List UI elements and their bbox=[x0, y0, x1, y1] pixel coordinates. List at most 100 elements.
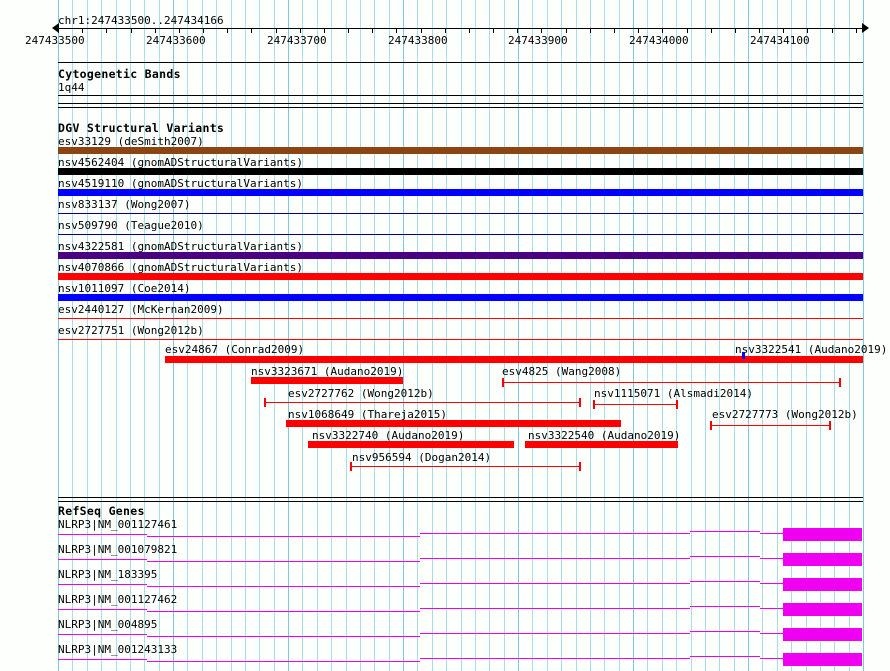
feature-label-variant[interactable]: nsv956594 (Dogan2014) bbox=[352, 451, 492, 464]
gene-intron-line[interactable] bbox=[420, 558, 690, 559]
feature-label-variant[interactable]: nsv4519110 (gnomADStructuralVariants) bbox=[58, 177, 304, 190]
feature-bar-variant[interactable] bbox=[58, 273, 863, 280]
gene-intron-line[interactable] bbox=[420, 533, 690, 534]
feature-bar-cytoband[interactable] bbox=[58, 95, 863, 96]
feature-label-variant[interactable]: nsv4070866 (gnomADStructuralVariants) bbox=[58, 261, 304, 274]
feature-label-variant[interactable]: nsv3323671 (Audano2019) bbox=[251, 365, 404, 378]
feature-label-variant[interactable]: esv2727751 (Wong2012b) bbox=[58, 324, 204, 337]
gene-exon-block[interactable] bbox=[782, 628, 863, 641]
ruler-tick bbox=[711, 28, 712, 33]
gene-intron-line[interactable] bbox=[420, 608, 690, 609]
gene-intron-line[interactable] bbox=[760, 533, 783, 534]
feature-line-variant[interactable] bbox=[58, 213, 863, 214]
feature-bar-variant[interactable] bbox=[285, 420, 622, 427]
feature-line-variant[interactable] bbox=[58, 339, 863, 340]
feature-label-gene[interactable]: NLRP3|NM_001243133 bbox=[58, 643, 178, 656]
gene-intron-line[interactable] bbox=[760, 658, 783, 659]
feature-bar-variant[interactable] bbox=[742, 352, 746, 359]
feature-bar-variant[interactable] bbox=[307, 441, 514, 448]
gene-intron-line[interactable] bbox=[690, 606, 760, 607]
gene-intron-line[interactable] bbox=[420, 583, 690, 584]
feature-span-variant[interactable] bbox=[264, 402, 582, 403]
feature-bar-variant[interactable] bbox=[524, 441, 678, 448]
gene-intron-line[interactable] bbox=[147, 661, 420, 662]
gene-intron-line[interactable] bbox=[420, 658, 690, 659]
feature-label-variant[interactable]: nsv3322540 (Audano2019) bbox=[528, 429, 681, 442]
gene-intron-line[interactable] bbox=[147, 561, 420, 562]
feature-label-variant[interactable]: nsv1068649 (Thareja2015) bbox=[288, 408, 447, 421]
gene-intron-line[interactable] bbox=[58, 534, 147, 535]
gene-intron-line[interactable] bbox=[147, 636, 420, 637]
feature-span-variant[interactable] bbox=[710, 425, 831, 426]
gene-exon-block[interactable] bbox=[782, 528, 863, 541]
ruler-tick bbox=[832, 28, 833, 33]
feature-bar-variant[interactable] bbox=[165, 356, 863, 363]
grid-line bbox=[331, 0, 332, 671]
feature-label-variant[interactable]: nsv3322740 (Audano2019) bbox=[312, 429, 465, 442]
feature-label-variant[interactable]: esv2727762 (Wong2012b) bbox=[288, 387, 434, 400]
feature-bar-variant[interactable] bbox=[58, 252, 863, 259]
feature-bar-variant[interactable] bbox=[58, 147, 863, 154]
gene-intron-line[interactable] bbox=[690, 631, 760, 632]
feature-label-gene[interactable]: NLRP3|NM_001127462 bbox=[58, 593, 178, 606]
grid-line bbox=[676, 0, 677, 671]
feature-line-variant[interactable] bbox=[58, 234, 863, 235]
feature-label-gene[interactable]: NLRP3|NM_001127461 bbox=[58, 518, 178, 531]
gene-intron-line[interactable] bbox=[58, 559, 147, 560]
ruler-tick bbox=[179, 28, 180, 33]
gene-intron-line[interactable] bbox=[58, 609, 147, 610]
gene-intron-line[interactable] bbox=[58, 584, 147, 585]
gene-intron-line[interactable] bbox=[760, 633, 783, 634]
ruler-tick bbox=[227, 28, 228, 33]
gene-intron-line[interactable] bbox=[420, 633, 690, 634]
gene-exon-block[interactable] bbox=[782, 578, 863, 591]
feature-label-variant[interactable]: esv2440127 (McKernan2009) bbox=[58, 303, 224, 316]
feature-span-start-cap bbox=[264, 398, 267, 407]
gene-intron-line[interactable] bbox=[690, 656, 760, 657]
grid-line bbox=[633, 0, 634, 671]
grid-line bbox=[619, 0, 620, 671]
gene-intron-line[interactable] bbox=[58, 634, 147, 635]
feature-bar-variant[interactable] bbox=[58, 189, 863, 196]
feature-line-variant[interactable] bbox=[58, 318, 863, 319]
gene-exon-block[interactable] bbox=[782, 653, 863, 666]
ruler-tick bbox=[541, 28, 542, 33]
gene-intron-line[interactable] bbox=[760, 583, 783, 584]
gene-intron-line[interactable] bbox=[690, 531, 760, 532]
gene-intron-line[interactable] bbox=[147, 536, 420, 537]
gene-intron-line[interactable] bbox=[58, 659, 147, 660]
feature-label-variant[interactable]: nsv1115071 (Alsmadi2014) bbox=[594, 387, 753, 400]
feature-label-variant[interactable]: esv24867 (Conrad2009) bbox=[165, 343, 305, 356]
feature-label-gene[interactable]: NLRP3|NM_004895 bbox=[58, 618, 158, 631]
feature-label-variant[interactable]: nsv833137 (Wong2007) bbox=[58, 198, 191, 211]
ruler-tick bbox=[783, 28, 784, 33]
gene-intron-line[interactable] bbox=[690, 581, 760, 582]
feature-label-variant[interactable]: nsv1011097 (Coe2014) bbox=[58, 282, 191, 295]
grid-line bbox=[748, 0, 749, 671]
feature-label-variant[interactable]: nsv4562404 (gnomADStructuralVariants) bbox=[58, 156, 304, 169]
ruler-right-arrow-icon bbox=[862, 23, 869, 33]
feature-label-variant[interactable]: nsv4322581 (gnomADStructuralVariants) bbox=[58, 240, 304, 253]
feature-label-gene[interactable]: NLRP3|NM_001079821 bbox=[58, 543, 178, 556]
feature-span-variant[interactable] bbox=[350, 466, 582, 467]
feature-span-variant[interactable] bbox=[502, 382, 842, 383]
feature-label-variant[interactable]: esv33129 (deSmith2007) bbox=[58, 135, 204, 148]
feature-label-variant[interactable]: esv2727773 (Wong2012b) bbox=[712, 408, 858, 421]
gene-intron-line[interactable] bbox=[760, 558, 783, 559]
gene-exon-block[interactable] bbox=[782, 553, 863, 566]
gene-intron-line[interactable] bbox=[690, 556, 760, 557]
gene-exon-block[interactable] bbox=[782, 603, 863, 616]
feature-label-gene[interactable]: NLRP3|NM_183395 bbox=[58, 568, 158, 581]
feature-label-cytoband[interactable]: 1q44 bbox=[58, 81, 85, 94]
feature-bar-variant[interactable] bbox=[251, 377, 404, 384]
feature-label-variant[interactable]: esv4825 (Wang2008) bbox=[502, 365, 622, 378]
gene-intron-line[interactable] bbox=[760, 608, 783, 609]
feature-label-variant[interactable]: nsv509790 (Teague2010) bbox=[58, 219, 204, 232]
gene-intron-line[interactable] bbox=[147, 586, 420, 587]
gene-intron-line[interactable] bbox=[147, 611, 420, 612]
feature-bar-variant[interactable] bbox=[58, 294, 863, 301]
feature-bar-variant[interactable] bbox=[58, 168, 863, 175]
feature-label-variant[interactable]: nsv3322541 (Audano2019) bbox=[735, 343, 888, 356]
feature-span-variant[interactable] bbox=[593, 404, 678, 405]
ruler-tick bbox=[807, 28, 808, 33]
